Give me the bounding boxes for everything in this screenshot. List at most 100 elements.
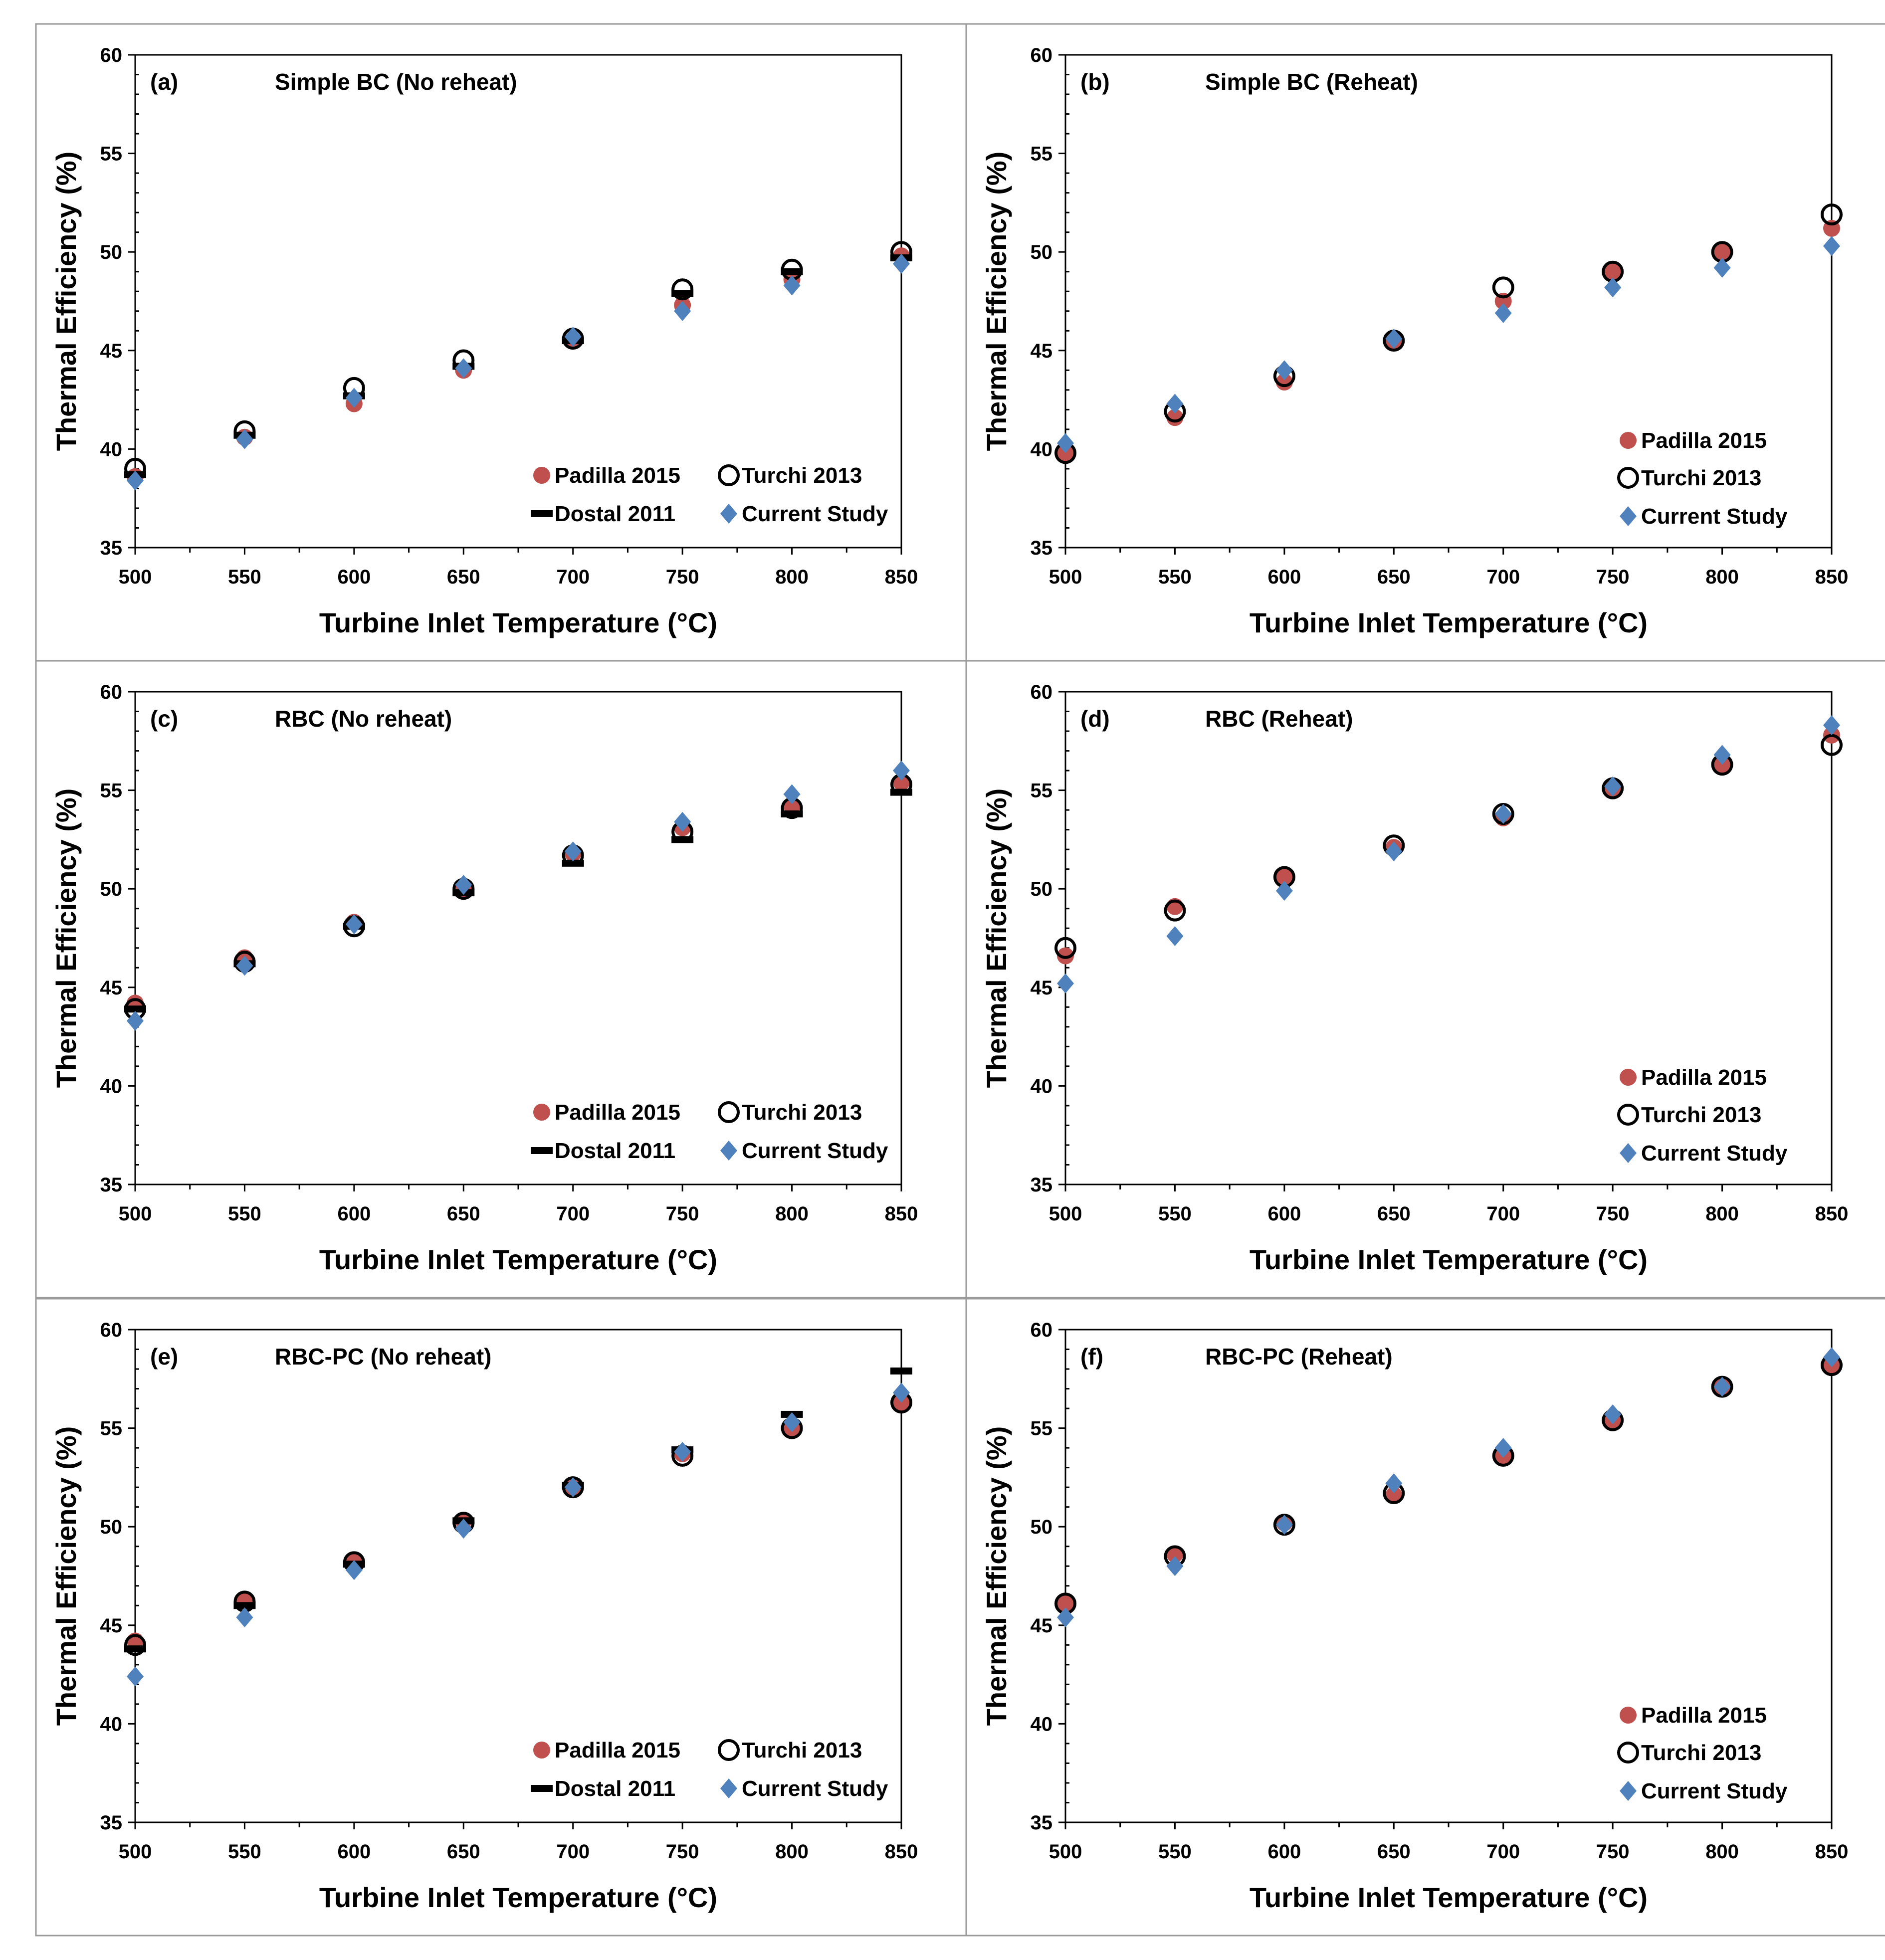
panel-title: RBC-PC (Reheat) — [1205, 1344, 1393, 1370]
x-tick-label: 550 — [228, 1841, 261, 1863]
panel-b: 35 40 45 50 55 60 500 550 600 650 700 750 800 850 Turb… — [965, 23, 1885, 662]
x-axis-label: Turbine Inlet Temperature (°C) — [319, 1882, 717, 1913]
data-point — [1057, 433, 1074, 453]
legend-marker — [533, 1104, 550, 1121]
data-point — [1821, 734, 1843, 756]
data-point — [783, 797, 801, 815]
data-point — [1166, 1556, 1184, 1576]
x-tick-label: 750 — [1596, 1841, 1630, 1863]
data-point — [1275, 1515, 1293, 1535]
y-tick-label: 35 — [100, 1174, 123, 1196]
y-tick-label: 60 — [1031, 681, 1053, 703]
legend-entry: Dostal 2011 — [555, 502, 675, 526]
legend-entry: Turchi 2013 — [742, 1100, 862, 1125]
panel-label: (a) — [150, 69, 178, 95]
data-point — [1275, 360, 1293, 381]
data-point — [1057, 1607, 1074, 1627]
x-tick-label: 750 — [666, 566, 699, 588]
data-point — [674, 811, 691, 832]
y-tick-label: 45 — [1031, 977, 1053, 999]
x-tick-label: 600 — [337, 566, 371, 588]
legend-marker — [718, 1739, 740, 1761]
data-point — [674, 301, 691, 321]
x-tick-label: 550 — [1158, 566, 1192, 588]
x-tick-label: 600 — [1267, 1841, 1301, 1863]
legend-marker — [718, 464, 740, 486]
x-tick-label: 550 — [228, 566, 261, 588]
data-point — [1604, 277, 1622, 298]
data-point — [124, 1634, 146, 1656]
legend: Padilla 2015 Turchi 2013 Current Study — [1617, 1703, 1788, 1803]
series-padilla-2015 — [127, 774, 910, 1012]
x-tick-label: 650 — [1377, 1203, 1411, 1225]
data-point — [1275, 881, 1293, 901]
y-tick-label: 60 — [100, 1319, 123, 1341]
x-tick-label: 500 — [119, 566, 152, 588]
y-tick-label: 35 — [1031, 1812, 1053, 1834]
legend-entry: Current Study — [1641, 504, 1788, 529]
data-point — [236, 956, 253, 976]
x-tick-label: 750 — [1596, 566, 1630, 588]
data-point — [1494, 303, 1512, 323]
x-tick-label: 850 — [1815, 1841, 1849, 1863]
y-axis-label: Thermal Efficiency (%) — [981, 152, 1012, 451]
x-tick-label: 500 — [119, 1203, 152, 1225]
series-dostal-2011 — [124, 788, 912, 1013]
data-point — [1385, 841, 1403, 862]
data-point — [1713, 1376, 1731, 1397]
data-point — [671, 290, 694, 297]
legend-entry: Padilla 2015 — [555, 1738, 680, 1763]
data-point — [455, 875, 472, 895]
data-point — [1164, 899, 1186, 922]
legend: Padilla 2015 Turchi 2013 Current Study — [1617, 1065, 1788, 1166]
x-tick-label: 850 — [885, 1203, 918, 1225]
legend-marker — [720, 504, 737, 524]
data-point — [1823, 1347, 1840, 1368]
legend-marker — [1620, 432, 1637, 449]
x-axis-label: Turbine Inlet Temperature (°C) — [319, 1244, 717, 1275]
data-point — [345, 914, 363, 935]
y-tick-label: 35 — [100, 1812, 123, 1834]
data-point — [127, 1010, 144, 1031]
y-tick-label: 50 — [1031, 1516, 1053, 1538]
series-padilla-2015 — [1057, 219, 1840, 462]
x-tick-label: 800 — [1705, 1841, 1739, 1863]
data-point — [1823, 236, 1840, 256]
legend-entry: Current Study — [742, 502, 888, 526]
data-point — [1057, 973, 1074, 993]
panel-label: (e) — [150, 1344, 178, 1370]
panel-e: 35 40 45 50 55 60 500 550 600 650 700 750 800 850 Turb… — [35, 1298, 967, 1937]
panel-title: RBC-PC (No reheat) — [275, 1344, 491, 1370]
x-tick-label: 700 — [556, 1203, 590, 1225]
data-point — [564, 841, 582, 862]
panel-label: (b) — [1080, 69, 1110, 95]
x-tick-label: 500 — [119, 1841, 152, 1863]
x-tick-label: 800 — [775, 1841, 809, 1863]
legend-entry: Dostal 2011 — [555, 1776, 675, 1801]
panel-label: (d) — [1080, 706, 1110, 732]
data-point — [236, 1607, 253, 1627]
data-point — [1494, 1438, 1512, 1458]
y-tick-label: 40 — [1031, 1713, 1053, 1735]
legend-marker — [1620, 506, 1637, 526]
y-tick-label: 50 — [1031, 878, 1053, 900]
series-current-study — [127, 253, 910, 491]
x-tick-label: 700 — [1486, 1203, 1520, 1225]
legend-marker — [1620, 1143, 1637, 1163]
series-current-study — [127, 761, 910, 1031]
legend-marker — [1617, 1742, 1639, 1764]
x-tick-label: 850 — [1815, 566, 1849, 588]
x-tick-label: 600 — [1267, 1203, 1301, 1225]
data-point — [781, 268, 803, 275]
data-point — [1604, 263, 1622, 280]
y-tick-label: 55 — [100, 143, 123, 165]
y-axis-label: Thermal Efficiency (%) — [981, 1426, 1012, 1726]
legend-marker — [533, 467, 550, 484]
x-tick-label: 800 — [775, 566, 809, 588]
data-point — [127, 1666, 144, 1687]
data-point — [1492, 276, 1514, 299]
legend-entry: Current Study — [742, 1776, 888, 1801]
x-tick-label: 700 — [1486, 1841, 1520, 1863]
x-tick-label: 600 — [337, 1203, 371, 1225]
